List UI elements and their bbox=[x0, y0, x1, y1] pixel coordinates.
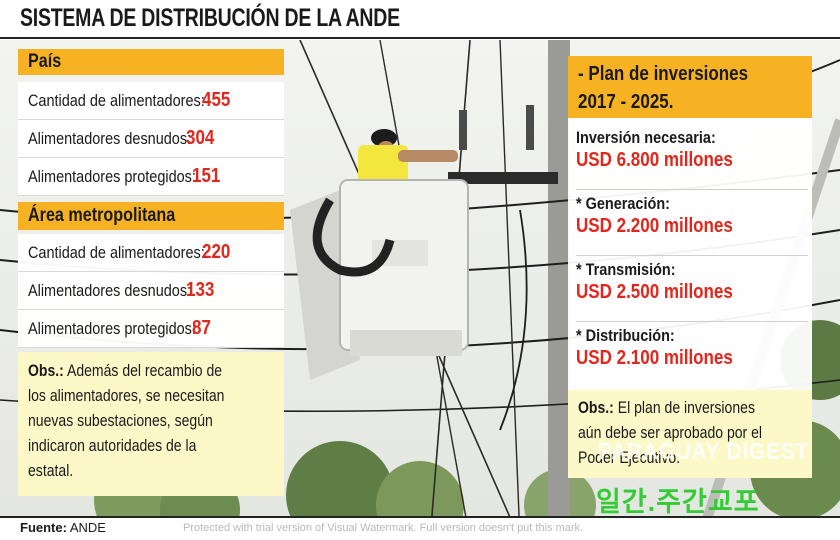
obs-left-text: Obs.: Además del recambio de los aliment… bbox=[28, 359, 246, 484]
obs-left-line: los alimentadores, se necesitan bbox=[28, 387, 225, 405]
plan-item-value: USD 2.500 millones bbox=[576, 281, 733, 303]
stat-value: 304 bbox=[185, 127, 215, 149]
korean-watermark: 일간.주간교포 bbox=[596, 487, 760, 517]
plan-divider bbox=[576, 321, 808, 322]
obs-box-left: Obs.: Además del recambio de los aliment… bbox=[18, 352, 284, 496]
section-header-metro-label: Área metropolitana bbox=[28, 205, 176, 226]
plan-item-label: * Transmisión: bbox=[576, 260, 676, 279]
stat-row: Alimentadores desnudos: 133 bbox=[18, 272, 284, 310]
section-header-metro: Área metropolitana bbox=[18, 202, 284, 230]
plan-title-line: - Plan de inversiones bbox=[578, 63, 749, 85]
plan-title-box: - Plan de inversiones 2017 - 2025. bbox=[568, 56, 812, 118]
obs-right-line: aún debe ser aprobado por el bbox=[578, 424, 763, 442]
source-credit: Fuente: ANDE bbox=[20, 520, 106, 535]
stat-label: Alimentadores desnudos: bbox=[28, 280, 192, 300]
stat-row: Alimentadores desnudos: 304 bbox=[18, 120, 284, 158]
obs-left-line: nuevas subestaciones, según bbox=[28, 412, 213, 430]
plan-item-label: * Generación: bbox=[576, 194, 670, 213]
plan-item-inversion: Inversión necesaria: USD 6.800 millones bbox=[576, 128, 812, 172]
plan-item-transmision: * Transmisión: USD 2.500 millones bbox=[576, 260, 812, 304]
obs-left-line: estatal. bbox=[28, 462, 74, 480]
stat-label: Alimentadores protegidos: bbox=[28, 318, 196, 338]
section-header-pais: País bbox=[18, 49, 284, 75]
obs-right-line: Poder Ejecutivo. bbox=[578, 449, 681, 467]
title-divider bbox=[0, 37, 840, 39]
plan-item-generacion: * Generación: USD 2.200 millones bbox=[576, 194, 812, 238]
stat-row: Cantidad de alimentadores: 455 bbox=[18, 82, 284, 120]
plan-item-value: USD 2.200 millones bbox=[576, 215, 733, 237]
plan-item-value: USD 2.100 millones bbox=[576, 347, 733, 369]
title-bar: SISTEMA DE DISTRIBUCIÓN DE LA ANDE bbox=[0, 0, 840, 40]
stat-value: 455 bbox=[201, 89, 231, 111]
source-value: ANDE bbox=[66, 520, 106, 535]
obs-left-line: indicaron autoridades de la bbox=[28, 437, 197, 455]
obs-right-line: El plan de inversiones bbox=[613, 399, 755, 417]
footer: Fuente: ANDE Protected with trial versio… bbox=[0, 516, 840, 540]
plan-item-label: Inversión necesaria: bbox=[576, 128, 716, 147]
stat-label: Alimentadores desnudos: bbox=[28, 128, 192, 148]
stat-row: Alimentadores protegidos: 151 bbox=[18, 158, 284, 196]
obs-left-label: Obs.: bbox=[28, 362, 64, 380]
stat-value: 87 bbox=[191, 317, 211, 339]
plan-divider bbox=[576, 189, 808, 190]
plan-title-line: 2017 - 2025. bbox=[578, 91, 674, 113]
plan-item-distribucion: * Distribución: USD 2.100 millones bbox=[576, 326, 812, 370]
source-label: Fuente: bbox=[20, 520, 67, 535]
paraguay-digest-watermark: PARAGUAY DIGEST bbox=[598, 438, 809, 464]
stat-value: 151 bbox=[191, 165, 220, 187]
obs-box-right: Obs.: El plan de inversiones aún debe se… bbox=[568, 390, 812, 478]
stat-row: Alimentadores protegidos: 87 bbox=[18, 310, 284, 348]
stat-value: 220 bbox=[201, 241, 231, 263]
stat-label: Alimentadores protegidos: bbox=[28, 166, 196, 186]
obs-right-text: Obs.: El plan de inversiones aún debe se… bbox=[578, 396, 777, 471]
plan-item-value: USD 6.800 millones bbox=[576, 149, 733, 171]
plan-divider bbox=[576, 255, 808, 256]
stat-label: Cantidad de alimentadores: bbox=[28, 90, 205, 110]
stat-label: Cantidad de alimentadores: bbox=[28, 242, 205, 262]
obs-left-line: Además del recambio de bbox=[63, 362, 223, 380]
footer-divider bbox=[0, 516, 840, 518]
trial-watermark-note: Protected with trial version of Visual W… bbox=[183, 522, 584, 534]
stat-value: 133 bbox=[185, 279, 215, 301]
obs-right-label: Obs.: bbox=[578, 399, 614, 417]
plan-item-label: * Distribución: bbox=[576, 326, 675, 345]
stat-row: Cantidad de alimentadores: 220 bbox=[18, 234, 284, 272]
section-header-pais-label: País bbox=[28, 51, 62, 72]
plan-panel bbox=[568, 118, 812, 390]
page-title: SISTEMA DE DISTRIBUCIÓN DE LA ANDE bbox=[20, 4, 400, 32]
